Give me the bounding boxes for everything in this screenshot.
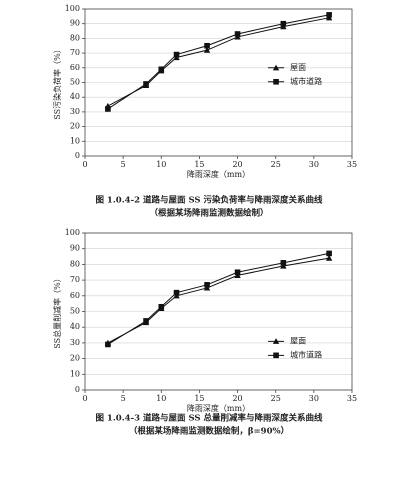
marker-square: [280, 20, 287, 27]
marker-triangle: [272, 64, 280, 71]
marker-triangle: [203, 46, 211, 53]
legend-label: 屋面: [290, 63, 306, 72]
y-tick-label: 0: [75, 151, 80, 160]
x-tick-label: 0: [82, 394, 87, 403]
x-tick-label: 35: [347, 160, 357, 169]
y-tick-label: 20: [70, 122, 80, 131]
marker-square: [105, 341, 111, 348]
x-tick-label: 20: [232, 394, 242, 403]
marker-square: [326, 12, 332, 18]
marker-square: [158, 66, 165, 73]
marker-square: [204, 282, 210, 288]
x-tick-label: 10: [156, 160, 166, 169]
x-tick-label: 15: [194, 160, 204, 169]
marker-square: [143, 318, 149, 324]
y-tick-label: 10: [70, 369, 80, 378]
y-tick-label: 90: [70, 244, 80, 253]
y-tick-label: 70: [70, 48, 80, 57]
y-tick-label: 30: [70, 338, 80, 347]
figure-caption: 图 1.0.4-3 道路与屋面 SS 总量削减率与降雨深度关系曲线: [95, 413, 323, 424]
y-tick-label: 40: [70, 322, 80, 331]
x-tick-label: 5: [121, 160, 126, 169]
marker-square: [105, 106, 111, 112]
marker-square: [173, 51, 180, 58]
y-tick-label: 10: [70, 136, 80, 145]
x-tick-label: 25: [271, 394, 281, 403]
series-line: [107, 252, 330, 345]
x-tick-label: 30: [309, 160, 319, 169]
x-tick-label: 10: [156, 394, 166, 403]
marker-triangle: [203, 284, 211, 291]
y-tick-label: 30: [70, 107, 80, 116]
legend-label: 屋面: [290, 336, 306, 345]
x-tick-label: 15: [194, 394, 204, 403]
x-axis-label: 降雨深度（mm）: [187, 169, 250, 179]
y-tick-label: 40: [70, 92, 80, 101]
figure-subcaption: （根据某场降雨监测数据绘制）: [149, 208, 268, 219]
x-tick-label: 35: [347, 394, 357, 403]
x-tick-label: 5: [121, 394, 126, 403]
y-tick-label: 70: [70, 275, 80, 284]
y-axis-label: SS污染负荷率（%）: [52, 45, 62, 119]
y-tick-label: 50: [70, 307, 80, 316]
y-tick-label: 100: [65, 228, 80, 237]
legend-label: 城市道路: [290, 76, 322, 86]
marker-square: [234, 269, 241, 276]
series-line: [107, 257, 330, 344]
marker-triangle: [325, 254, 333, 261]
y-tick-label: 60: [70, 291, 80, 300]
x-tick-label: 25: [271, 160, 281, 169]
figure-subcaption: （根据某场降雨监测数据绘制，β=90%）: [129, 426, 289, 437]
marker-square: [280, 260, 287, 266]
marker-triangle: [280, 262, 287, 269]
marker-square: [158, 303, 165, 310]
x-tick-label: 30: [309, 394, 319, 403]
y-tick-label: 60: [70, 63, 80, 72]
y-tick-label: 0: [75, 385, 80, 394]
y-tick-label: 50: [70, 78, 80, 87]
y-tick-label: 80: [70, 33, 80, 42]
y-tick-label: 100: [65, 4, 80, 13]
y-axis-label: SS总量削减率（%）: [52, 274, 62, 348]
marker-square: [326, 250, 332, 257]
x-tick-label: 0: [82, 160, 87, 169]
figure-caption: 图 1.0.4-2 道路与屋面 SS 污染负荷率与降雨深度关系曲线: [95, 195, 323, 206]
marker-triangle: [173, 292, 180, 299]
legend-label: 城市道路: [290, 349, 322, 359]
y-tick-label: 20: [70, 354, 80, 363]
y-tick-label: 90: [70, 19, 80, 28]
x-axis-label: 降雨深度（mm）: [187, 403, 250, 413]
y-tick-label: 80: [70, 259, 80, 268]
marker-square: [273, 352, 279, 359]
plot-frame: [84, 232, 353, 391]
marker-square: [204, 42, 210, 49]
x-tick-label: 20: [232, 160, 242, 169]
marker-square: [234, 31, 241, 37]
marker-square: [173, 289, 180, 296]
marker-square: [143, 81, 149, 87]
marker-square: [273, 79, 279, 85]
plot-frame: [84, 8, 353, 157]
marker-triangle: [272, 338, 280, 344]
marker-triangle: [234, 272, 241, 278]
